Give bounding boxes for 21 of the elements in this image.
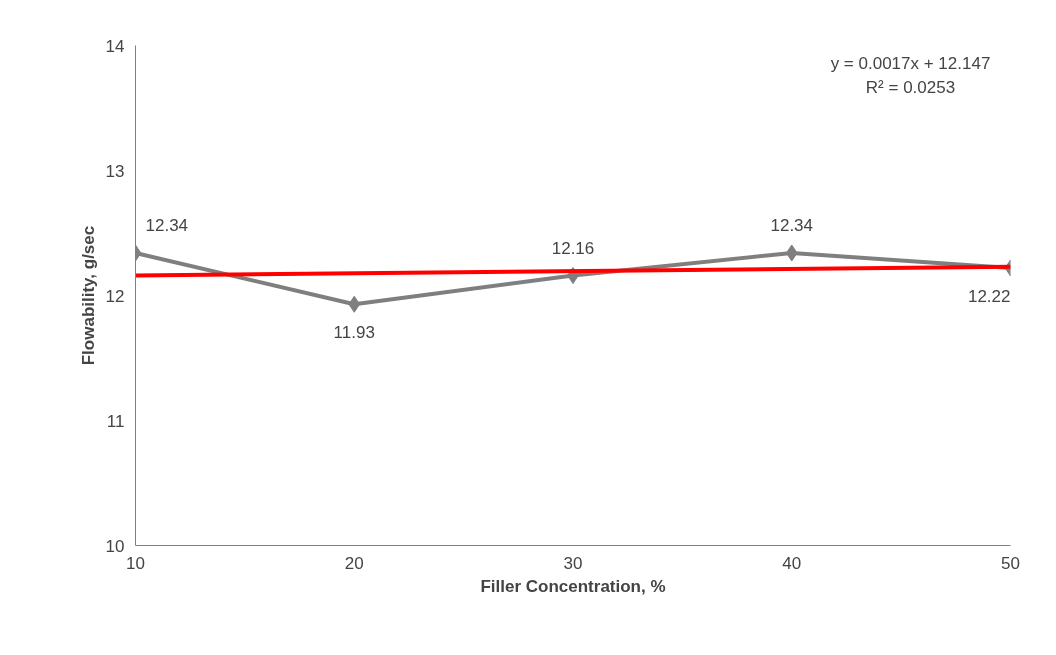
- annotation: y = 0.0017x + 12.147: [830, 53, 991, 73]
- point: [785, 244, 798, 262]
- x-tick-label: 40: [782, 553, 802, 573]
- point: [348, 295, 361, 313]
- data-label: 12.22: [967, 287, 1011, 306]
- y-tick-label: 10: [105, 536, 125, 556]
- y-axis-title: Flowability, g/sec: [78, 225, 98, 366]
- x-tick-label: 20: [344, 553, 364, 573]
- data-label: 12.34: [770, 216, 814, 235]
- data-label: 12.34: [145, 216, 189, 235]
- y-tick-label: 12: [105, 286, 125, 306]
- x-tick-label: 50: [1001, 553, 1020, 573]
- annotation: R² = 0.0253: [865, 77, 956, 97]
- y-tick-label: 13: [105, 161, 125, 181]
- y-tick-label: 14: [105, 36, 125, 56]
- x-axis-title: Filler Concentration, %: [480, 576, 666, 596]
- x-tick-label: 30: [563, 553, 583, 573]
- y-tick-label: 11: [106, 411, 125, 431]
- data-label: 12.16: [551, 238, 595, 258]
- data-label: 11.93: [333, 323, 375, 343]
- x-tick-label: 10: [126, 553, 145, 573]
